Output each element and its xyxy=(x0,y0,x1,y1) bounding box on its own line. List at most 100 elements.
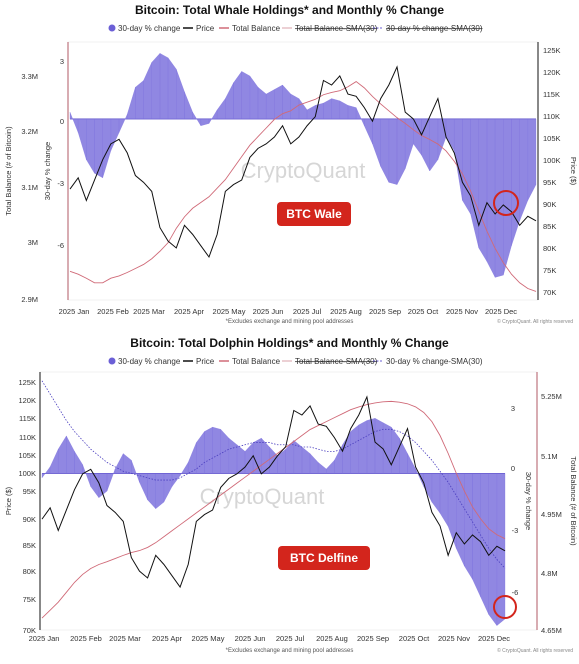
pct-change-segment xyxy=(131,460,140,483)
pct-change-segment xyxy=(196,431,205,474)
price-series xyxy=(41,395,506,589)
pct-change-segment xyxy=(358,420,368,474)
whale-right-tick: 110K xyxy=(543,112,560,121)
pct-change-segment xyxy=(309,453,319,474)
whale-right-axis-label: Price ($) xyxy=(569,157,578,186)
pct-change-segment xyxy=(388,118,398,185)
pct-change-segment xyxy=(298,98,308,120)
dolphin-highlight-circle xyxy=(493,595,517,619)
pct-change-segment xyxy=(74,450,83,474)
pct-change-segment xyxy=(155,473,164,510)
whale-x-ticks: 2025 Jan 2025 Feb 2025 Mar 2025 Apr 2025… xyxy=(59,307,518,316)
pct-change-segment xyxy=(519,118,528,221)
dolphin-x-ticks: 2025 Jan 2025 Feb 2025 Mar 2025 Apr 2025… xyxy=(29,634,511,643)
price-series xyxy=(69,65,537,259)
whale-x-tick: 2025 Jun xyxy=(253,307,284,316)
pct-change-segment xyxy=(66,435,75,474)
whale-right-tick: 95K xyxy=(543,178,556,187)
dolphin-mid-tick: -6 xyxy=(512,588,519,597)
pct-change-segment xyxy=(110,118,120,151)
pct-change-segment xyxy=(266,89,275,120)
dolphin-left-tick: 120K xyxy=(18,396,36,405)
whale-mid-tick: 0 xyxy=(60,117,64,126)
pct-change-segment xyxy=(118,114,128,133)
pct-change-segment xyxy=(49,449,59,474)
pct-change-segment xyxy=(151,52,161,120)
pct-change-segment xyxy=(163,473,173,503)
dolphin-right-tick: 4.8M xyxy=(541,569,558,578)
dolphin-x-tick: 2025 Jul xyxy=(276,634,305,643)
dolphin-left-tick: 100K xyxy=(18,469,36,478)
pct-change-segment xyxy=(241,71,251,120)
legend-label-balance-sma: Total Balance-SMA(30) xyxy=(295,24,378,33)
whale-annotation-box xyxy=(277,202,351,226)
dolphin-mid-tick: -3 xyxy=(512,526,519,535)
whale-x-tick: 2025 Nov xyxy=(446,307,478,316)
whale-right-tick: 100K xyxy=(543,156,561,165)
whale-legend: 30-day % change Price Total Balance Tota… xyxy=(108,24,483,33)
pct-change-segment xyxy=(462,118,471,215)
pct-change-segment xyxy=(355,107,365,126)
dolphin-x-tick: 2025 Feb xyxy=(70,634,102,643)
whale-right-tick: 80K xyxy=(543,244,556,253)
pct-change-segment xyxy=(192,111,201,127)
dolphin-left-tick: 125K xyxy=(18,378,36,387)
dolphin-left-tick: 110K xyxy=(19,433,36,442)
pct-change-segment xyxy=(188,442,197,474)
dolphin-annotation-badge: BTC Delfine xyxy=(278,546,370,570)
pct-change-segment xyxy=(217,98,226,120)
whale-right-tick: 105K xyxy=(543,134,561,143)
dolphin-mid-tick: 3 xyxy=(511,404,515,413)
whale-right-tick: 70K xyxy=(543,288,556,297)
dolphin-x-tick: 2025 Nov xyxy=(438,634,470,643)
pct-change-segment xyxy=(396,118,406,185)
whale-x-tick: 2025 May xyxy=(213,307,246,316)
pct-change-segment xyxy=(339,100,349,120)
pct-change-segment xyxy=(527,118,537,201)
pct-change-segment xyxy=(82,464,91,487)
whale-x-tick: 2025 Feb xyxy=(97,307,129,316)
pct-change-segment xyxy=(350,424,359,474)
dolphin-right-tick: 4.65M xyxy=(541,626,562,635)
pct-change-segment xyxy=(285,439,294,474)
pct-sma-series xyxy=(41,380,506,569)
pct-change-segment xyxy=(176,69,185,120)
whale-highlight-circle xyxy=(493,190,519,216)
pct-change-segment xyxy=(380,118,389,183)
dolphin-x-tick: 2025 Dec xyxy=(478,634,510,643)
pct-change-segment xyxy=(225,82,234,120)
whale-left-tick: 2.9M xyxy=(21,295,38,304)
pct-change-segment xyxy=(127,87,136,120)
pct-change-segment xyxy=(135,80,144,120)
pct-change-segment xyxy=(212,426,221,474)
whale-left-tick: 3.2M xyxy=(21,127,38,136)
whale-left-axis-label: Total Balance (# of Bitcoin) xyxy=(4,126,13,216)
pct-change-segment xyxy=(383,422,392,474)
pct-change-segment xyxy=(454,118,463,201)
legend-label-total-balance: Total Balance xyxy=(232,24,281,33)
pct-change-segment xyxy=(204,426,213,474)
pct-change-segment xyxy=(511,118,520,246)
dolphin-left-tick: 105K xyxy=(18,451,36,460)
dolphin-price-line xyxy=(41,395,506,589)
pct-change-segment xyxy=(114,453,124,474)
whale-annotation-badge: BTC Wale xyxy=(277,202,351,226)
dolphin-mid-tick: 0 xyxy=(511,464,515,473)
pct-change-segment xyxy=(439,473,449,527)
pct-change-segment xyxy=(167,57,177,120)
dolphin-left-tick: 70K xyxy=(23,626,36,635)
pct-change-segment xyxy=(233,70,242,120)
pct-change-segment xyxy=(496,473,506,626)
dolphin-right-tick: 5.25M xyxy=(541,392,562,401)
dolphin-left-tick: 80K xyxy=(23,567,36,576)
whale-copyright: © CryptoQuant. All rights reserved xyxy=(497,318,573,325)
legend-label-price: Price xyxy=(196,24,215,33)
pct-change-segment xyxy=(431,473,441,514)
pct-change-segment xyxy=(143,62,152,120)
dolphin-x-tick: 2025 Jun xyxy=(235,634,266,643)
pct-change-segment xyxy=(159,53,169,120)
pct-change-segment xyxy=(347,105,357,120)
dolphin-left-tick: 75K xyxy=(23,595,36,604)
